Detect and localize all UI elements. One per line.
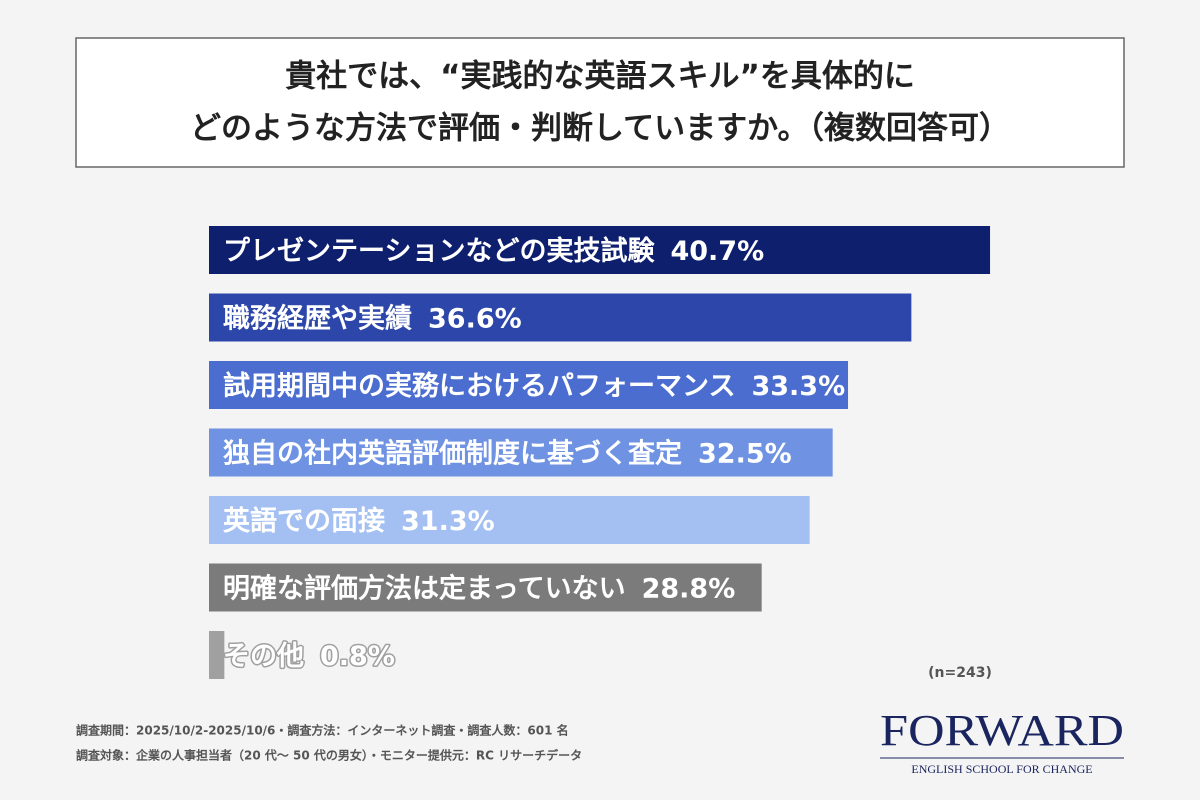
value-label: 31.3% [401,506,495,537]
value-label: 36.6% [428,303,522,334]
category-label: プレゼンテーションなどの実技試験 [223,235,655,267]
bar-label: 明確な評価方法は定まっていない 28.8% [223,572,735,604]
bar [209,226,991,274]
category-label: 職務経歴や実績 [223,302,412,334]
title: 貴社では、“実践的な英語スキル”を具体的に [285,59,915,95]
bar [209,496,810,544]
value-label: 28.8% [642,573,736,604]
bar [209,361,849,409]
bar [209,428,833,477]
footer: 調査期間：2025/10/2-2025/10/6・調査方法：インターネット調査・… [76,723,569,738]
sample-note: (n=243) [928,665,992,681]
category-label: 明確な評価方法は定まっていない [223,572,626,604]
title: どのような方法で評価・判断していますか。（複数回答可） [190,111,1010,147]
category-label: その他 [223,641,304,672]
bar-label: プレゼンテーションなどの実技試験 40.7% [223,235,764,267]
bar-label: 英語での面接 31.3% [223,505,495,537]
bar-label: その他 0.8% [223,641,395,672]
category-label: 英語での面接 [223,505,385,537]
bar-label: 職務経歴や実績 36.6% [223,302,522,334]
bar [209,631,225,679]
title-box [75,37,1125,168]
bar-label: 試用期間中の実務におけるパフォーマンス 33.3% [223,370,845,402]
value-label: 32.5% [698,438,792,469]
bar-label: 独自の社内英語評価制度に基づく査定 32.5% [223,437,792,469]
category-label: 独自の社内英語評価制度に基づく査定 [223,437,682,469]
logo-tagline: ENGLISH SCHOOL FOR CHANGE [911,762,1092,776]
value-label: 40.7% [670,236,764,267]
footer: 調査対象：企業の人事担当者（20 代〜 50 代の男女）・モニター提供元：RC … [76,748,582,763]
value-label: 33.3% [751,371,845,402]
bar [209,563,762,612]
value-label: 0.8% [320,641,395,672]
logo: FORWARD [880,706,1124,755]
bar [209,293,912,342]
category-label: 試用期間中の実務におけるパフォーマンス [223,370,735,402]
